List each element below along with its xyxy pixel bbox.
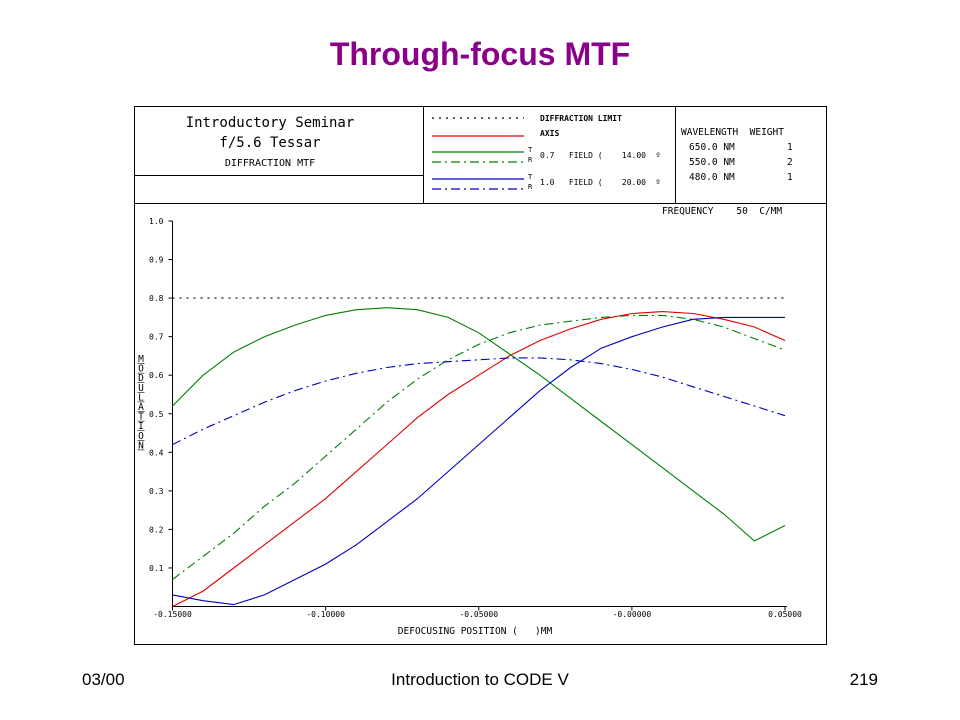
wavelength-header: WAVELENGTH WEIGHT [681, 127, 784, 138]
y-tick-label: 0.2 [149, 525, 164, 534]
y-axis-label-letter: M [138, 354, 144, 365]
chart-frame [134, 106, 827, 645]
y-tick-label: 0.6 [149, 371, 164, 380]
legend-field07-label: 0.7 FIELD ( 14.00 º [540, 151, 660, 160]
slide-title: Through-focus MTF [329, 36, 631, 72]
legend-r-marker: R [528, 156, 533, 164]
wavelength-value: 480.0 NM [689, 172, 735, 183]
x-ticks: -0.15000 -0.10000 -0.05000 -0.00000 0.05000 [153, 606, 802, 619]
series-field10_r-line [172, 357, 786, 446]
weight-value: 1 [787, 142, 793, 153]
x-tick-label: -0.05000 [459, 610, 498, 619]
x-axis-label: DEFOCUSING POSITION ( )MM [398, 626, 553, 637]
x-tick-label: -0.15000 [153, 610, 192, 619]
series-group [172, 297, 786, 607]
y-axis-label-letter: O [138, 364, 144, 375]
series-field10_t-line [172, 316, 785, 606]
y-tick-label: 0.1 [149, 564, 164, 573]
wavelength-value: 550.0 NM [689, 157, 735, 168]
y-tick-label: 0.9 [149, 256, 164, 265]
legend-r-marker: R [528, 183, 533, 191]
y-axis-label-letter: A [138, 402, 144, 413]
series-field07_t-line [172, 307, 786, 542]
footer-page-number: 219 [849, 670, 878, 689]
footer-date: 03/00 [82, 670, 125, 689]
series-field07_r-line [172, 314, 786, 580]
y-tick-label: 0.7 [149, 333, 164, 342]
y-axis-label-letter: D [138, 373, 144, 384]
legend-axis-label: AXIS [540, 129, 559, 138]
wavelength-value: 650.0 NM [689, 142, 735, 153]
y-tick-label: 0.8 [149, 294, 164, 303]
y-axis-label-letter: I [138, 421, 144, 432]
weight-value: 1 [787, 172, 793, 183]
x-tick-label: 0.05000 [768, 610, 802, 619]
y-ticks: 0.1 0.2 0.3 0.4 0.5 0.6 0.7 0.8 0.9 1.0 [149, 217, 173, 573]
y-tick-label: 0.3 [149, 487, 164, 496]
footer-course: Introduction to CODE V [391, 670, 569, 689]
legend-t-marker: T [528, 146, 533, 154]
y-axis-label-letter: N [138, 440, 144, 451]
y-tick-label: 1.0 [149, 217, 164, 226]
legend-field10-label: 1.0 FIELD ( 20.00 º [540, 178, 660, 187]
series-axis-line [172, 311, 786, 607]
header-lens: f/5.6 Tessar [219, 135, 320, 151]
y-axis-label-letter: L [138, 392, 144, 403]
header-title: Introductory Seminar [186, 115, 355, 131]
x-tick-label: -0.00000 [613, 610, 652, 619]
y-axis-label-letter: T [138, 412, 144, 423]
y-tick-label: 0.4 [149, 448, 164, 457]
frequency-label: FREQUENCY 50 C/MM [662, 206, 782, 217]
legend-t-marker: T [528, 173, 533, 181]
weight-value: 2 [787, 157, 793, 168]
y-axis-label-letter: O [138, 431, 144, 442]
y-tick-label: 0.5 [149, 410, 164, 419]
legend-diffraction-label: DIFFRACTION LIMIT [540, 114, 622, 123]
header-type: DIFFRACTION MTF [225, 158, 315, 169]
x-tick-label: -0.10000 [306, 610, 345, 619]
y-axis-label-letter: U [138, 383, 144, 394]
